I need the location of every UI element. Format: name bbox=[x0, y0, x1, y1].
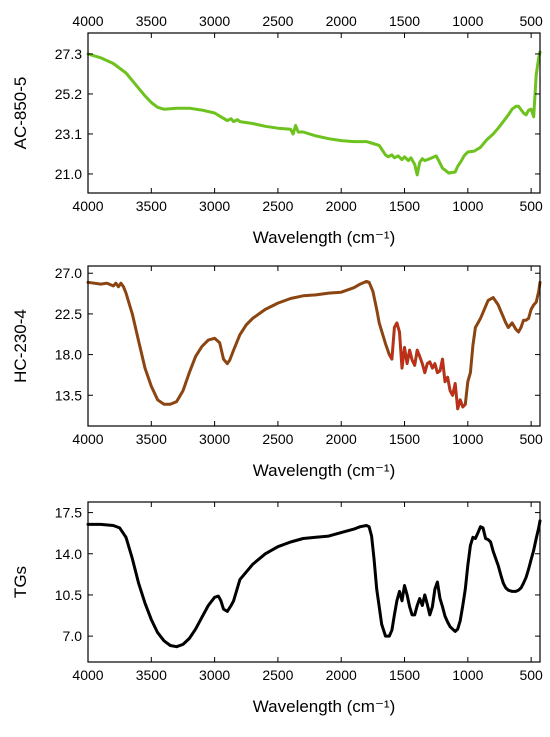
chart-panel-2: 4000 3500 3000 2500 2000 1500 1000 500 13.5 18.0 2… bbox=[11, 265, 543, 480]
x-tick-label-top: 3000 bbox=[199, 13, 230, 29]
series-line-highlight bbox=[388, 322, 466, 410]
x-tick-label: 1000 bbox=[452, 198, 483, 214]
y-tick-label: 22.5 bbox=[55, 306, 82, 322]
series-line bbox=[86, 279, 542, 411]
y-tick-label: 10.5 bbox=[55, 587, 82, 603]
plot-frame bbox=[87, 32, 541, 194]
y-tick-label: 27.3 bbox=[55, 46, 82, 62]
series-line bbox=[86, 50, 542, 177]
x-tick-label: 1500 bbox=[389, 667, 420, 683]
x-tick-label: 1500 bbox=[389, 431, 420, 447]
x-tick-label: 1500 bbox=[389, 198, 420, 214]
x-tick-label-top: 4000 bbox=[72, 13, 103, 29]
y-tick-label: 7.0 bbox=[63, 628, 83, 644]
plot-frame bbox=[87, 501, 541, 663]
y-axis-label: TGs bbox=[11, 566, 30, 598]
x-tick-label: 2500 bbox=[262, 431, 293, 447]
x-axis-label: Wavelength (cm⁻¹) bbox=[253, 461, 395, 480]
x-axis-label: Wavelength (cm⁻¹) bbox=[253, 228, 395, 247]
x-tick-label-top: 3500 bbox=[136, 13, 167, 29]
y-axis-label: AC-850-5 bbox=[11, 77, 30, 150]
x-tick-label: 4000 bbox=[72, 198, 103, 214]
x-tick-label: 500 bbox=[519, 431, 543, 447]
y-tick-label: 14.0 bbox=[55, 546, 82, 562]
chart-panel-3: 4000 3500 3000 2500 2000 1500 1000 500 7.0 10.5 14… bbox=[11, 501, 543, 716]
x-tick-label: 2000 bbox=[326, 198, 357, 214]
y-tick-label: 18.0 bbox=[55, 347, 82, 363]
y-tick-label: 25.2 bbox=[55, 86, 82, 102]
x-tick-label: 3000 bbox=[199, 667, 230, 683]
y-tick-label: 21.0 bbox=[55, 166, 82, 182]
x-tick-label: 2000 bbox=[326, 431, 357, 447]
chart-panel-1: 4000 4000 3500 3500 3000 3000 2500 2500 2000 2000… bbox=[11, 13, 543, 247]
y-tick-label: 27.0 bbox=[55, 265, 82, 281]
x-tick-label: 3500 bbox=[136, 198, 167, 214]
x-tick-label: 500 bbox=[519, 667, 543, 683]
x-tick-label: 4000 bbox=[72, 431, 103, 447]
x-tick-label-top: 1500 bbox=[389, 13, 420, 29]
plot-frame bbox=[87, 265, 541, 427]
x-tick-label: 3000 bbox=[199, 431, 230, 447]
x-tick-label: 4000 bbox=[72, 667, 103, 683]
x-axis-label: Wavelength (cm⁻¹) bbox=[253, 697, 395, 716]
y-tick-label: 13.5 bbox=[55, 387, 82, 403]
x-tick-label-top: 1000 bbox=[452, 13, 483, 29]
y-tick-label: 23.1 bbox=[55, 126, 82, 142]
x-tick-label-top: 2000 bbox=[326, 13, 357, 29]
y-axis-label: HC-230-4 bbox=[11, 309, 30, 383]
x-tick-label: 3500 bbox=[136, 431, 167, 447]
x-tick-label: 500 bbox=[519, 198, 543, 214]
series-line bbox=[86, 519, 542, 649]
x-tick-label: 2500 bbox=[262, 198, 293, 214]
y-tick-label: 17.5 bbox=[55, 505, 82, 521]
x-tick-label: 1000 bbox=[452, 667, 483, 683]
x-tick-label: 1000 bbox=[452, 431, 483, 447]
x-tick-label: 2000 bbox=[326, 667, 357, 683]
x-tick-label: 3000 bbox=[199, 198, 230, 214]
x-tick-label-top: 500 bbox=[519, 13, 543, 29]
x-tick-label: 3500 bbox=[136, 667, 167, 683]
x-tick-label: 2500 bbox=[262, 667, 293, 683]
x-tick-label-top: 2500 bbox=[262, 13, 293, 29]
